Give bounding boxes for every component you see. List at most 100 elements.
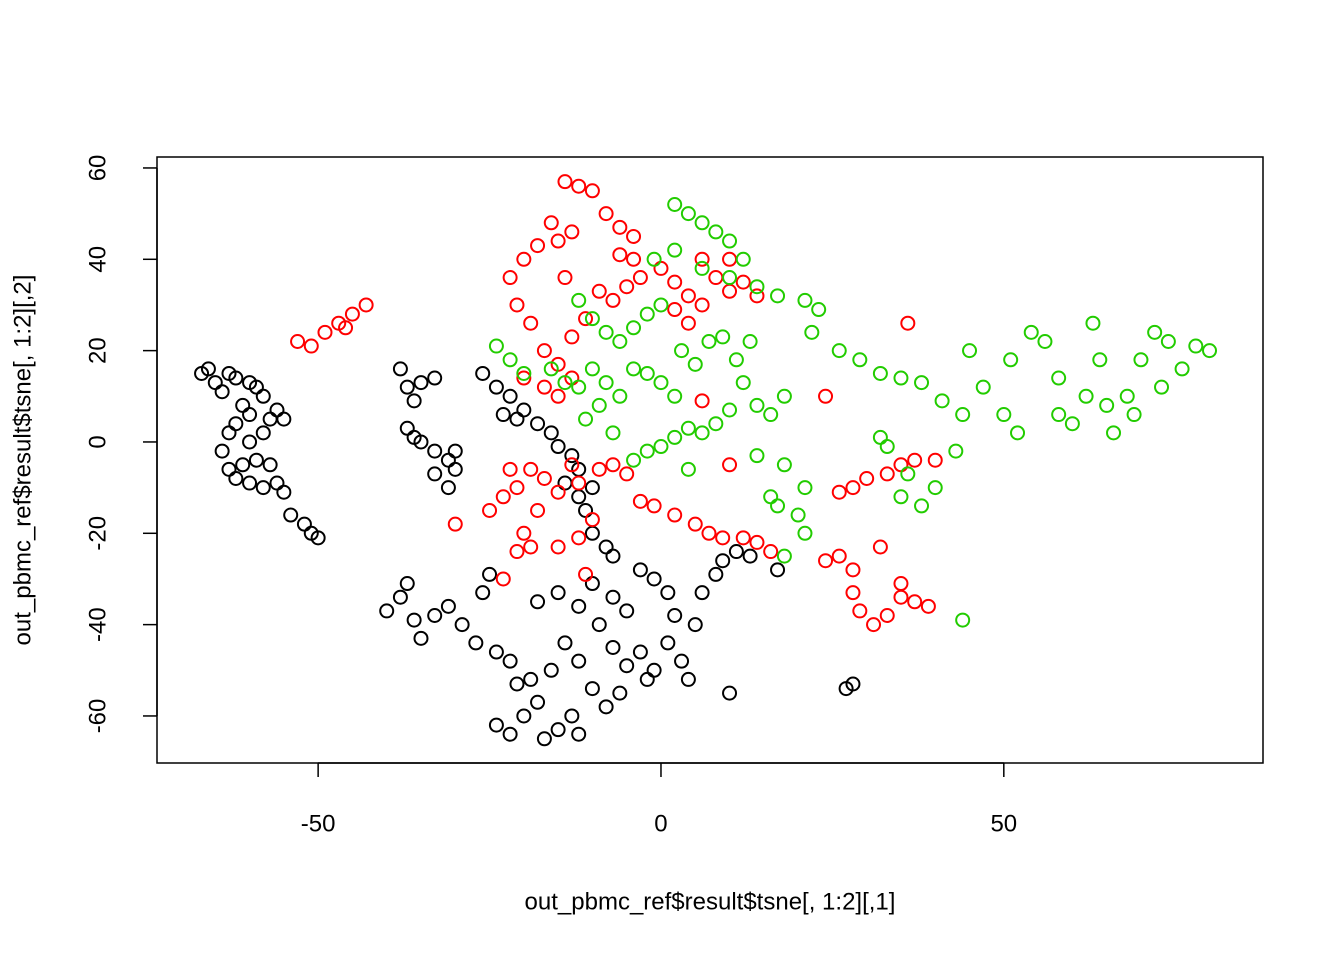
point (584, 183, 600, 199)
point (214, 443, 230, 459)
point (584, 480, 600, 496)
point (1119, 388, 1135, 404)
x-tick-label: 50 (990, 810, 1017, 837)
point (872, 365, 888, 381)
point (1003, 352, 1019, 368)
point (447, 516, 463, 532)
point (776, 457, 792, 473)
point (536, 731, 552, 747)
point (584, 681, 600, 697)
point (900, 315, 916, 331)
point (667, 302, 683, 318)
point (427, 370, 443, 386)
point (667, 507, 683, 523)
point (708, 224, 724, 240)
point (632, 493, 648, 509)
point (536, 379, 552, 395)
point (653, 439, 669, 455)
point (728, 352, 744, 368)
point (283, 507, 299, 523)
point (749, 448, 765, 464)
point (516, 402, 532, 418)
point (1078, 388, 1094, 404)
point (564, 457, 580, 473)
x-axis-label: out_pbmc_ref$result$tsne[, 1:2][,1] (525, 888, 896, 915)
point (255, 425, 271, 441)
point (255, 480, 271, 496)
point (228, 370, 244, 386)
point (770, 562, 786, 578)
point (818, 553, 834, 569)
point (228, 416, 244, 432)
point (571, 475, 587, 491)
point (605, 425, 621, 441)
point (516, 365, 532, 381)
point (612, 388, 628, 404)
point (749, 397, 765, 413)
point (447, 443, 463, 459)
point (358, 297, 374, 313)
point (1037, 333, 1053, 349)
point (667, 196, 683, 212)
point (564, 448, 580, 464)
point (578, 411, 594, 427)
point (530, 694, 546, 710)
point (516, 370, 532, 386)
point (1147, 324, 1163, 340)
point (893, 370, 909, 386)
point (269, 475, 285, 491)
point (591, 283, 607, 299)
point (948, 443, 964, 459)
point (797, 525, 813, 541)
point (831, 484, 847, 500)
point (626, 320, 642, 336)
point (564, 224, 580, 240)
point (488, 644, 504, 660)
point (1202, 343, 1218, 359)
point (242, 375, 258, 391)
point (571, 530, 587, 546)
point (584, 361, 600, 377)
point (797, 292, 813, 308)
point (536, 343, 552, 359)
point (571, 489, 587, 505)
point (482, 566, 498, 582)
point (591, 617, 607, 633)
point (536, 470, 552, 486)
point (934, 393, 950, 409)
point (413, 434, 429, 450)
point (975, 379, 991, 395)
point (763, 489, 779, 505)
point (619, 279, 635, 295)
point (632, 562, 648, 578)
point (482, 502, 498, 518)
point (605, 548, 621, 564)
point (694, 425, 710, 441)
point (399, 379, 415, 395)
point (475, 585, 491, 601)
point (1010, 425, 1026, 441)
point (550, 233, 566, 249)
point (680, 671, 696, 687)
point (797, 480, 813, 496)
point (523, 315, 539, 331)
point (749, 288, 765, 304)
point (722, 233, 738, 249)
point (495, 407, 511, 423)
y-tick-label: -20 (84, 516, 111, 551)
point (612, 219, 628, 235)
point (680, 420, 696, 436)
point (680, 206, 696, 222)
point (914, 375, 930, 391)
point (248, 452, 264, 468)
point (1174, 361, 1190, 377)
point (207, 375, 223, 391)
point (845, 562, 861, 578)
point (722, 685, 738, 701)
point (701, 333, 717, 349)
point (831, 343, 847, 359)
point (1051, 370, 1067, 386)
point (859, 470, 875, 486)
point (591, 397, 607, 413)
point (564, 329, 580, 345)
